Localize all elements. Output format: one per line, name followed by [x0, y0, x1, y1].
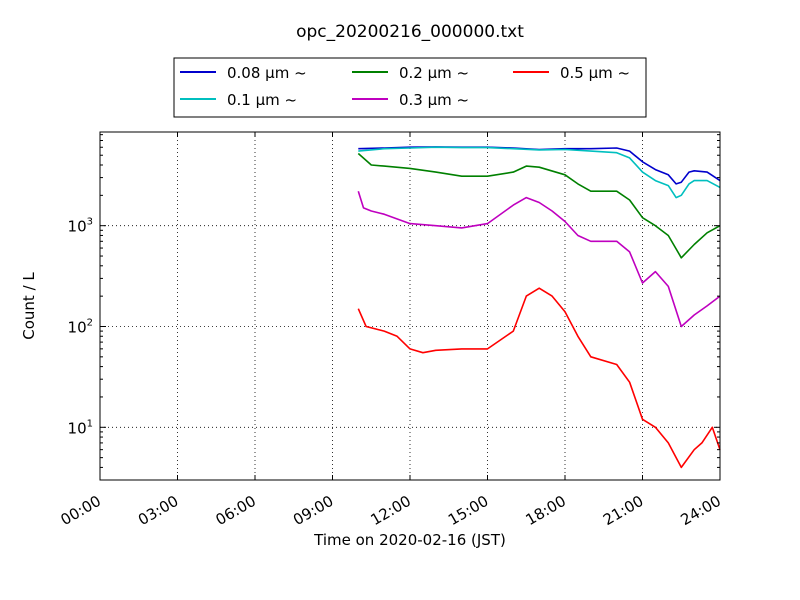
x-tick-label: 09:00	[290, 492, 336, 529]
x-tick-label: 03:00	[135, 492, 181, 529]
x-tick-label: 21:00	[600, 492, 646, 529]
y-tick-base: 10	[68, 218, 87, 236]
legend-label-0: 0.08 μm ~	[227, 64, 307, 82]
series-line-0	[358, 146, 721, 185]
chart-title: opc_20200216_000000.txt	[296, 22, 524, 42]
y-tick-label: 101	[68, 418, 93, 437]
x-tick-label: 00:00	[58, 492, 104, 529]
series-line-1	[358, 146, 721, 199]
legend-label-3: 0.3 μm ~	[399, 91, 469, 109]
series-line-4	[357, 287, 721, 469]
x-tick-label: 12:00	[368, 492, 414, 529]
y-tick-base: 10	[68, 318, 87, 336]
grid	[100, 132, 720, 480]
axis-ticks: 00:00 03:00 06:00 09:00 12:00 15:00 18:00 21:00…	[58, 132, 724, 529]
x-axis-label: Time on 2020-02-16 (JST)	[313, 531, 506, 549]
legend-label-1: 0.1 μm ~	[227, 91, 297, 109]
y-tick-exponent: 2	[87, 317, 93, 328]
y-tick-label: 102	[68, 317, 93, 336]
y-tick-exponent: 1	[87, 418, 93, 429]
y-tick-exponent: 3	[87, 217, 93, 228]
series-line-2	[357, 152, 721, 259]
legend-label-4: 0.5 μm ~	[560, 64, 630, 82]
series-lines	[357, 146, 721, 469]
x-tick-label: 06:00	[213, 492, 259, 529]
series-line-3	[357, 190, 721, 328]
legend: 0.08 μm ~ 0.1 μm ~ 0.2 μm ~ 0.3 μm ~ 0.5 μm …	[173, 57, 647, 118]
x-tick-label: 15:00	[445, 492, 491, 529]
x-tick-label: 18:00	[523, 492, 569, 529]
x-tick-label: 24:00	[678, 492, 724, 529]
y-tick-label: 103	[68, 217, 93, 236]
y-axis-label: Count / L	[20, 272, 38, 340]
y-tick-base: 10	[68, 419, 87, 437]
legend-box	[173, 57, 647, 118]
legend-label-2: 0.2 μm ~	[399, 64, 469, 82]
